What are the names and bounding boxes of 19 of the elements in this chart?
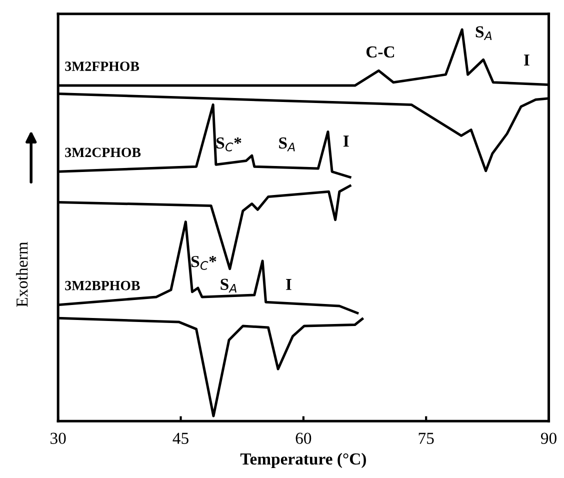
x-tick-label: 30 [50,432,66,444]
series-label: 3M2FPHOB [65,62,140,71]
annotation: S$_{C}$* [216,137,242,152]
annotation: I [524,54,530,66]
y-axis-title: Exotherm [16,242,28,307]
annotation: S$_{A}$ [476,26,492,40]
annotation: C-C [366,46,394,58]
series-label: 3M2BPHOB [65,280,140,290]
x-tick-label: 45 [172,432,188,444]
annotation: S$_{C}$* [191,256,216,270]
annotation: S$_{A}$ [279,137,295,152]
annotation: I [286,279,292,290]
x-tick-label: 75 [418,432,434,444]
series-label: 3M2CPHOB [65,148,141,158]
x-tick-label: 90 [540,432,556,444]
annotation: S$_{A}$ [220,278,236,293]
x-axis-title: Temperature (°C) [240,452,366,468]
x-tick-label: 60 [296,432,312,444]
annotation: I [343,136,349,147]
